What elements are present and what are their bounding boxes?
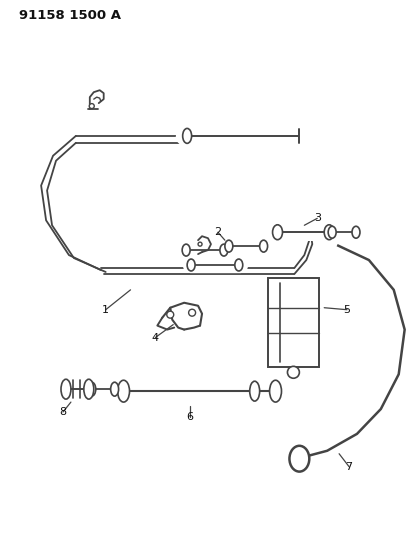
Text: 6: 6 xyxy=(186,412,193,422)
Ellipse shape xyxy=(182,244,190,256)
Text: 3: 3 xyxy=(313,213,320,223)
Ellipse shape xyxy=(83,379,93,399)
Text: 8: 8 xyxy=(59,407,66,417)
Circle shape xyxy=(287,366,299,378)
Ellipse shape xyxy=(88,382,95,396)
Ellipse shape xyxy=(224,240,232,252)
Text: 1: 1 xyxy=(102,305,109,314)
Ellipse shape xyxy=(323,225,333,240)
Ellipse shape xyxy=(110,382,118,396)
Ellipse shape xyxy=(351,227,359,238)
Ellipse shape xyxy=(117,380,129,402)
Bar xyxy=(267,278,318,367)
Text: 7: 7 xyxy=(344,462,352,472)
Ellipse shape xyxy=(328,227,335,238)
Text: 4: 4 xyxy=(152,333,159,343)
Ellipse shape xyxy=(259,240,267,252)
Circle shape xyxy=(166,311,173,318)
Ellipse shape xyxy=(187,259,195,271)
Ellipse shape xyxy=(61,379,71,399)
Circle shape xyxy=(197,242,202,246)
Ellipse shape xyxy=(219,244,227,256)
Ellipse shape xyxy=(249,381,259,401)
Ellipse shape xyxy=(272,225,282,240)
Text: 2: 2 xyxy=(214,227,221,237)
Ellipse shape xyxy=(269,380,281,402)
Ellipse shape xyxy=(289,446,309,472)
Circle shape xyxy=(188,309,195,316)
Text: 91158 1500 A: 91158 1500 A xyxy=(19,9,121,22)
Ellipse shape xyxy=(182,128,191,143)
Ellipse shape xyxy=(234,259,242,271)
Text: 5: 5 xyxy=(343,305,350,314)
Circle shape xyxy=(89,103,94,109)
